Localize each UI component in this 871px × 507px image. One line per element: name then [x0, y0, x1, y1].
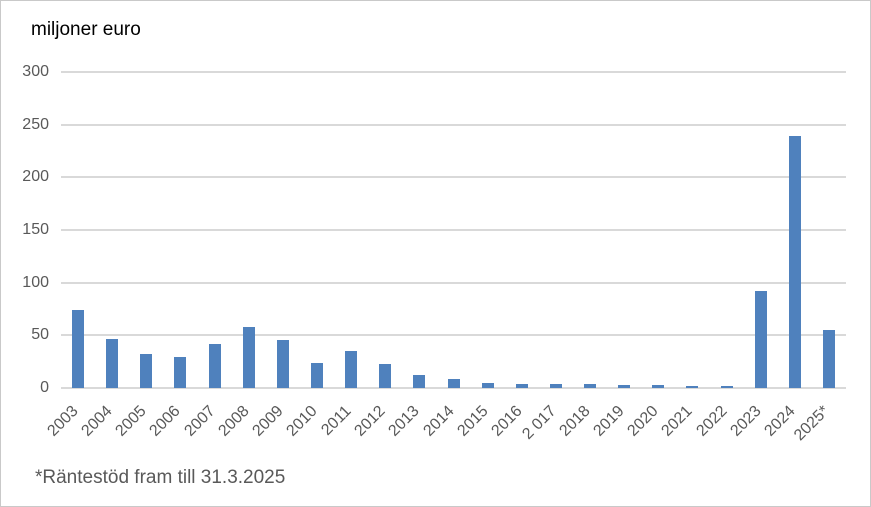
chart-title: miljoner euro: [31, 19, 141, 40]
bar-2022: [720, 385, 733, 388]
y-tick-label: 150: [22, 221, 49, 238]
bar-2009: [276, 339, 289, 388]
bar-2008: [242, 326, 255, 388]
bar-2016: [515, 384, 528, 388]
y-tick-label: 300: [22, 63, 49, 80]
bar-2020: [652, 384, 665, 388]
bar-2019: [618, 384, 631, 388]
bar-2012: [379, 363, 392, 388]
bar-2023: [754, 291, 767, 388]
bar-2007: [208, 343, 221, 388]
bar-2005: [140, 354, 153, 388]
chart-footnote: *Räntestöd fram till 31.3.2025: [35, 467, 286, 488]
y-tick-label: 100: [22, 273, 49, 291]
gridline: [61, 387, 846, 389]
y-tick-label: 0: [40, 379, 49, 396]
bar-2024: [788, 136, 801, 388]
bar-2003: [72, 310, 85, 388]
bar-2018: [584, 384, 597, 388]
bar-2025: [822, 330, 835, 388]
bar-2004: [106, 338, 119, 388]
bar-2014: [447, 378, 460, 388]
bar-2011: [345, 351, 358, 388]
y-tick-label: 250: [22, 115, 49, 133]
x-axis: 2003 2004 2005 2006 2007 2008 2009 2010 2011 2012…: [45, 389, 846, 461]
bar-2021: [686, 385, 699, 388]
bar-2013: [413, 375, 426, 388]
y-tick-label: 200: [22, 168, 49, 186]
bar-2017: [549, 384, 562, 388]
plot-area: [61, 71, 846, 389]
bar-2006: [174, 357, 187, 388]
bar-2010: [310, 362, 323, 388]
gridline: [61, 176, 846, 179]
gridline: [61, 281, 846, 284]
gridline: [61, 123, 846, 126]
gridline: [61, 334, 846, 337]
bar-2015: [481, 383, 494, 388]
y-tick-label: 50: [31, 326, 49, 344]
gridline: [61, 229, 846, 231]
y-axis: 0 50 100 150 200 250 300: [1, 64, 49, 396]
gridline: [61, 71, 846, 73]
